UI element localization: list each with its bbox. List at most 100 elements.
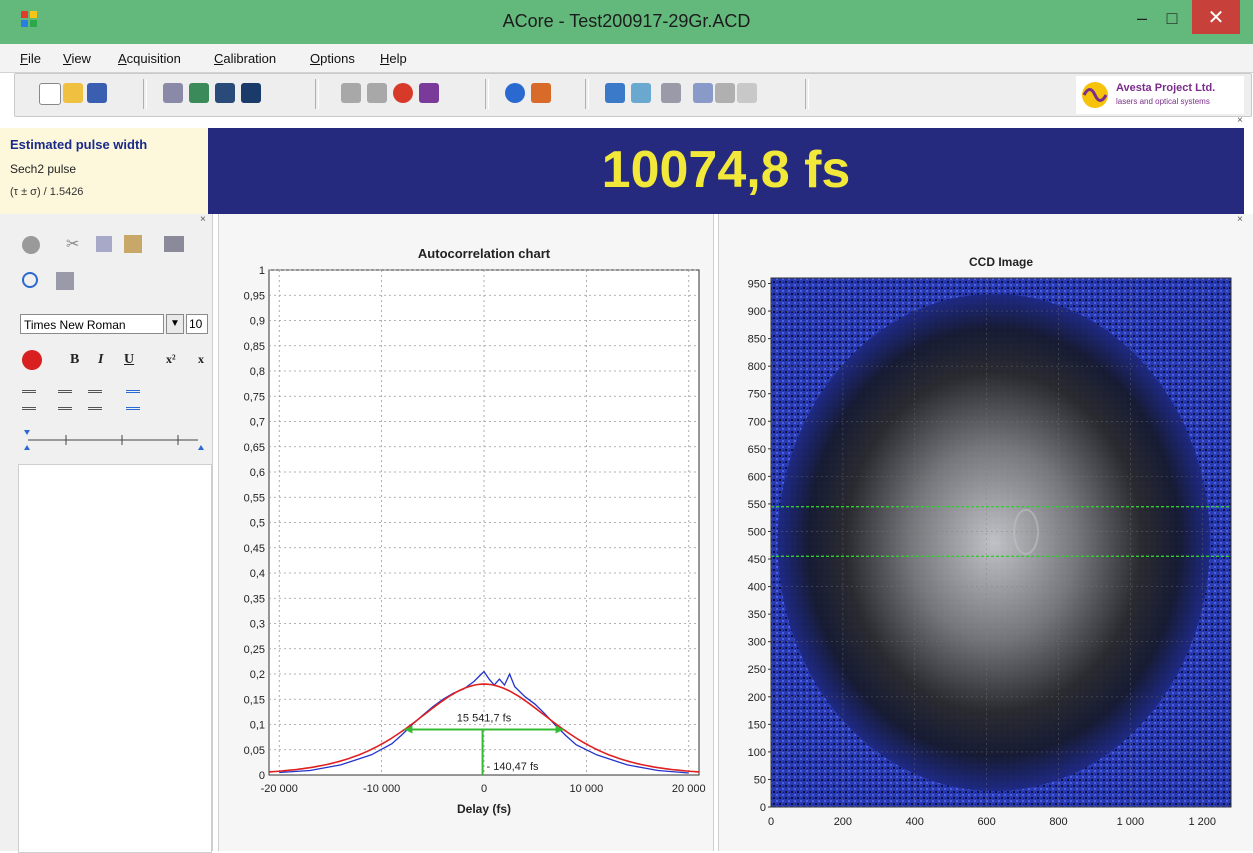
x-tick-label: -20 000 [261,783,298,795]
print-icon[interactable] [164,236,184,252]
maximize-button[interactable]: □ [1166,7,1178,28]
title-bar[interactable] [0,0,1253,44]
minimize-button[interactable]: – [1136,7,1147,28]
y-tick-label: 150 [748,719,766,731]
find-icon[interactable] [22,272,38,288]
arrows-icon[interactable] [693,83,713,103]
y-tick-label: 200 [748,692,766,704]
menu-help[interactable]: Help [380,51,407,66]
x-tick-label: 0 [768,816,774,828]
y-tick-label: 0 [760,802,766,814]
italic-button[interactable]: I [98,352,104,367]
y-tick-label: 0,75 [244,391,265,403]
y-tick-label: 0,7 [250,417,265,429]
x-tick-label: -10 000 [363,783,400,795]
underline-button[interactable]: U [124,352,135,367]
y-tick-label: 900 [748,306,766,318]
menu-file[interactable]: File [20,51,41,66]
stop-icon[interactable] [393,83,413,103]
record-icon[interactable] [341,83,361,103]
bullet-list-icon[interactable] [126,390,140,410]
edit-icon[interactable] [163,83,183,103]
align-right-icon[interactable] [88,390,102,410]
notes-text-area[interactable] [18,464,212,853]
copy-text-icon[interactable] [96,236,112,252]
y-tick-label: 0 [259,770,265,782]
cut-icon[interactable]: ✂ [66,236,80,253]
y-tick-label: 50 [754,774,766,786]
subscript-button[interactable]: x [198,352,204,366]
y-tick-label: 350 [748,609,766,621]
x-tick-label: 1 200 [1188,816,1216,828]
x-tick-label: 10 000 [570,783,604,795]
font-color-icon[interactable] [22,350,42,370]
x-tick-label: 0 [481,783,487,795]
record2-icon[interactable] [367,83,387,103]
import-icon[interactable] [241,83,261,103]
y-tick-label: 450 [748,554,766,566]
fwhm-label: 15 541,7 fs [457,713,512,725]
ccd-panel-close-icon[interactable]: × [1237,214,1243,225]
menu-bar [0,44,1253,73]
puzzle-icon[interactable] [531,83,551,103]
measured-series-line [279,670,689,774]
chevron-down-icon[interactable]: ▼ [166,314,184,334]
menu-calibration[interactable]: Calibration [214,51,277,66]
y-tick-label: 0,35 [244,593,265,605]
y-tick-label: 500 [748,526,766,538]
paste-text-icon[interactable] [124,235,142,253]
autocorrelation-chart: Autocorrelation chart 0 0,05 0,1 0,15 0,2 0,25… [244,246,706,816]
document-icon[interactable] [631,83,651,103]
paste-icon[interactable] [737,83,757,103]
close-button[interactable]: ✕ [1192,0,1240,34]
tools-icon[interactable] [661,83,681,103]
font-name-select[interactable]: Times New Roman [20,314,164,334]
company-logo: Avesta Project Ltd. lasers and optical s… [1076,76,1244,114]
company-logo-icon [1082,82,1108,108]
pulse-formula-label: (τ ± σ) / 1.5426 [10,186,84,198]
replace-icon[interactable] [56,272,74,290]
font-size-field[interactable]: 10 [186,314,208,334]
pulse-width-value: 10074,8 fs [601,141,851,199]
menu-view[interactable]: View [63,51,91,66]
logo-tagline: lasers and optical systems [1116,97,1210,106]
history-icon[interactable] [22,236,40,254]
x-tick-label: 400 [906,816,924,828]
y-tick-label: 0,5 [250,518,265,530]
ccd-image-chart: CCD Image 0 50 100 150 200 250 300 350 400 450 500 5… [748,255,1232,828]
menu-acquisition[interactable]: Acquisition [118,51,181,66]
image-icon[interactable] [189,83,209,103]
help-icon[interactable] [505,83,525,103]
run-icon[interactable] [605,83,625,103]
fit-series-line [268,683,700,773]
copy-icon[interactable] [715,83,735,103]
y-tick-label: 800 [748,361,766,373]
settings-icon[interactable] [419,83,439,103]
y-tick-label: 0,05 [244,745,265,757]
y-tick-label: 300 [748,637,766,649]
menu-options[interactable]: Options [310,51,355,66]
x-tick-label: 600 [977,816,995,828]
y-tick-label: 0,95 [244,290,265,302]
align-left-icon[interactable] [22,390,36,410]
logo-company-name: Avesta Project Ltd. [1116,82,1216,94]
x-axis-label: Delay (fs) [457,802,511,816]
align-center-icon[interactable] [58,390,72,410]
x-tick-label: 200 [834,816,852,828]
superscript-button[interactable]: x² [166,352,176,366]
pulse-info-title: Estimated pulse width [10,137,148,152]
ruler[interactable] [20,426,210,456]
y-tick-label: 0,8 [250,366,265,378]
open-folder-icon[interactable] [63,83,83,103]
y-tick-label: 600 [748,471,766,483]
bold-button[interactable]: B [70,352,80,367]
x-tick-label: 800 [1049,816,1067,828]
export-icon[interactable] [215,83,235,103]
editor-panel-close-icon[interactable]: × [200,214,206,225]
y-tick-label: 0,25 [244,644,265,656]
save-icon[interactable] [87,83,107,103]
center-offset-label: - 140,47 fs [487,761,539,773]
new-file-icon[interactable] [39,83,61,105]
y-tick-label: 250 [748,664,766,676]
result-panel-close-icon[interactable]: × [1237,115,1243,126]
